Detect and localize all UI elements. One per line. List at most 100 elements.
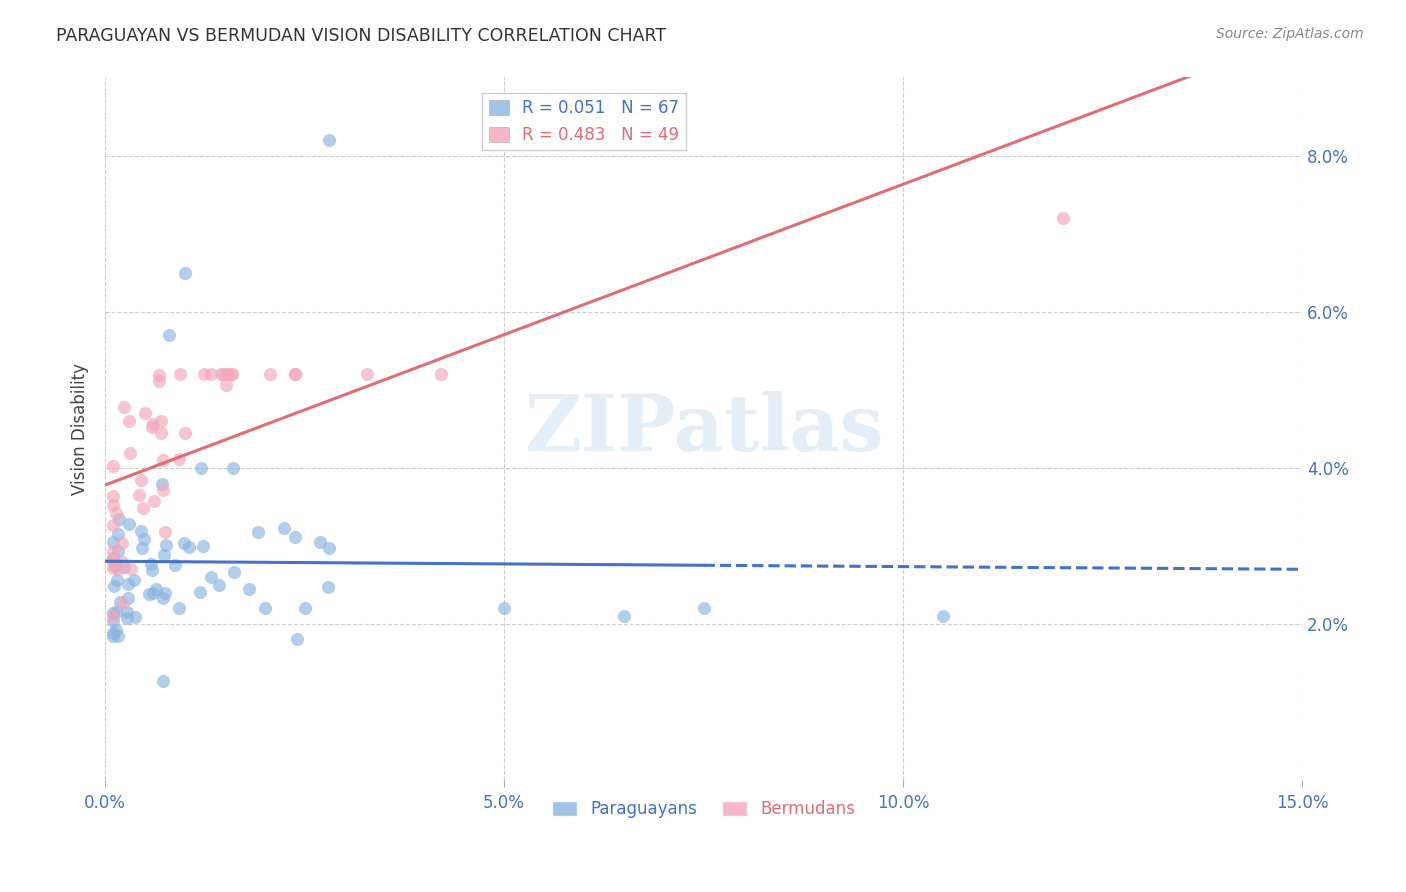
Point — [309, 535, 332, 549]
Point — [105, 573, 128, 587]
Point — [103, 489, 125, 503]
Point — [103, 553, 125, 567]
Point — [118, 414, 141, 428]
Point — [103, 561, 125, 575]
Point — [112, 560, 135, 574]
Point — [193, 539, 215, 553]
Point — [356, 368, 378, 382]
Point — [132, 501, 155, 516]
Point — [107, 527, 129, 541]
Point — [174, 266, 197, 280]
Point — [222, 565, 245, 579]
Point — [110, 594, 132, 608]
Point — [169, 368, 191, 382]
Point — [131, 541, 153, 556]
Point — [103, 517, 125, 532]
Point — [103, 535, 125, 549]
Point — [155, 538, 177, 552]
Point — [208, 578, 231, 592]
Point — [153, 524, 176, 539]
Point — [150, 414, 173, 428]
Point — [613, 609, 636, 624]
Point — [103, 550, 125, 565]
Point — [131, 524, 153, 539]
Point — [429, 368, 451, 382]
Point — [103, 606, 125, 620]
Point — [128, 488, 150, 502]
Point — [285, 632, 308, 646]
Point — [105, 605, 128, 619]
Point — [103, 609, 125, 624]
Point — [1052, 211, 1074, 225]
Point — [152, 591, 174, 606]
Point — [316, 580, 339, 594]
Point — [284, 368, 307, 382]
Point — [134, 406, 156, 420]
Point — [238, 582, 260, 596]
Point — [132, 533, 155, 547]
Point — [143, 494, 166, 508]
Point — [494, 601, 516, 615]
Point — [692, 601, 714, 615]
Point — [103, 578, 125, 592]
Point — [111, 536, 134, 550]
Point — [131, 473, 153, 487]
Point — [152, 476, 174, 491]
Point — [141, 420, 163, 434]
Point — [117, 591, 139, 606]
Point — [118, 516, 141, 531]
Point — [222, 461, 245, 475]
Point — [163, 558, 186, 572]
Point — [105, 506, 128, 520]
Point — [200, 569, 222, 583]
Point — [150, 426, 173, 441]
Point — [103, 615, 125, 629]
Point — [103, 629, 125, 643]
Point — [273, 520, 295, 534]
Point — [284, 530, 307, 544]
Point — [174, 425, 197, 440]
Legend: Paraguayans, Bermudans: Paraguayans, Bermudans — [546, 793, 862, 825]
Point — [152, 483, 174, 498]
Point — [167, 451, 190, 466]
Point — [259, 368, 281, 382]
Point — [103, 459, 125, 474]
Point — [114, 401, 136, 415]
Point — [124, 573, 146, 587]
Point — [112, 596, 135, 610]
Point — [152, 673, 174, 688]
Point — [138, 587, 160, 601]
Point — [318, 133, 340, 147]
Point — [152, 452, 174, 467]
Point — [932, 609, 955, 624]
Point — [212, 368, 235, 382]
Point — [141, 557, 163, 571]
Point — [105, 623, 128, 637]
Point — [108, 512, 131, 526]
Point — [215, 368, 238, 382]
Point — [193, 368, 215, 382]
Point — [219, 368, 242, 382]
Point — [318, 541, 340, 555]
Point — [142, 586, 165, 600]
Point — [141, 563, 163, 577]
Point — [200, 368, 222, 382]
Point — [107, 629, 129, 643]
Point — [253, 601, 276, 615]
Y-axis label: Vision Disability: Vision Disability — [72, 363, 89, 495]
Point — [104, 558, 127, 573]
Point — [117, 611, 139, 625]
Point — [118, 446, 141, 460]
Point — [173, 535, 195, 549]
Point — [294, 601, 316, 615]
Point — [103, 544, 125, 558]
Point — [215, 378, 238, 392]
Text: Source: ZipAtlas.com: Source: ZipAtlas.com — [1216, 27, 1364, 41]
Point — [103, 498, 125, 512]
Point — [107, 562, 129, 576]
Point — [115, 605, 138, 619]
Point — [148, 374, 170, 388]
Point — [157, 328, 180, 343]
Point — [120, 561, 142, 575]
Point — [124, 609, 146, 624]
